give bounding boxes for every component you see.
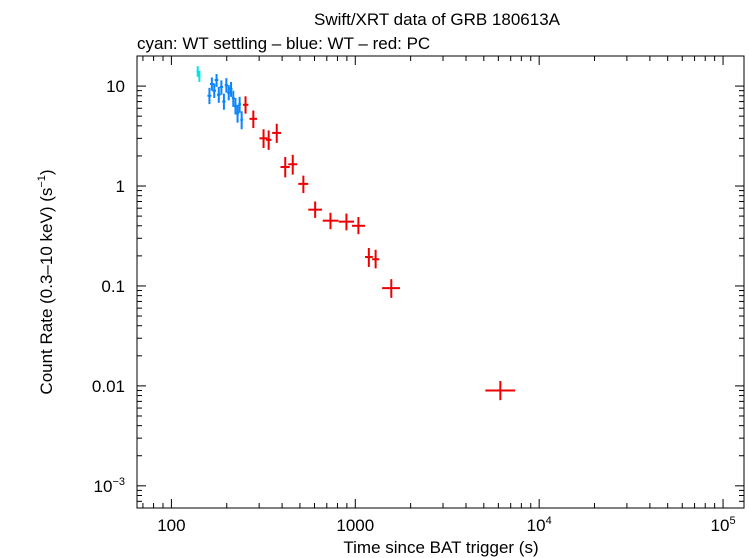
y-tick-label: 10−3 xyxy=(94,476,125,496)
data-point-pc xyxy=(485,380,516,401)
data-point-wt xyxy=(224,78,228,93)
data-point-pc xyxy=(308,201,323,218)
data-point-wt xyxy=(240,111,243,130)
y-tick-label-exp: −3 xyxy=(112,476,125,488)
data-point-pc xyxy=(372,249,380,269)
data-point-wt xyxy=(214,74,219,87)
data-point-pc xyxy=(242,96,249,114)
data-point-wt xyxy=(212,83,217,98)
y-tick-label-base: 10 xyxy=(94,477,113,496)
data-point-pc xyxy=(280,157,290,178)
y-tick-label: 0.01 xyxy=(92,377,125,396)
x-tick-label-base: 1000 xyxy=(336,516,374,535)
data-point-wt xyxy=(207,87,212,105)
y-axis-label: Count Rate (0.3–10 keV) (s−1) xyxy=(36,169,56,394)
data-point-pc xyxy=(298,175,309,194)
y-axis-label-main: Count Rate (0.3–10 keV) (s xyxy=(37,188,56,395)
x-tick-label: 104 xyxy=(527,515,552,535)
y-axis-label-end: ) xyxy=(37,169,56,175)
data-point-wt xyxy=(236,104,239,123)
data-point-wt xyxy=(234,97,237,115)
chart-title: Swift/XRT data of GRB 180613A xyxy=(314,10,561,29)
y-tick-label: 0.1 xyxy=(101,277,125,296)
data-point-pc xyxy=(382,279,400,298)
x-tick-label: 1000 xyxy=(336,516,374,535)
data-point-pc xyxy=(365,247,373,267)
chart-subtitle: cyan: WT settling – blue: WT – red: PC xyxy=(137,34,430,53)
data-point-wt xyxy=(216,86,221,103)
data-point-pc xyxy=(288,154,298,175)
data-point-wt xyxy=(238,96,241,113)
data-point-pc xyxy=(259,129,268,149)
data-point-pc xyxy=(266,130,272,150)
y-tick-label: 10 xyxy=(106,77,125,96)
data-point-wt xyxy=(231,90,235,107)
y-tick-label-base: 10 xyxy=(106,77,125,96)
data-point-wt xyxy=(222,93,226,110)
data-point-wt xyxy=(227,85,231,101)
y-axis-label-sup: −1 xyxy=(36,175,48,188)
data-point-wt xyxy=(209,77,214,91)
x-tick-label-exp: 5 xyxy=(729,515,735,527)
data-point-pc xyxy=(249,110,257,129)
data-point-wt xyxy=(219,80,224,95)
series-wt xyxy=(207,74,243,130)
x-tick-label-base: 10 xyxy=(711,516,730,535)
x-tick-label: 105 xyxy=(711,515,736,535)
plot-frame xyxy=(136,55,745,509)
data-point-pc xyxy=(322,212,339,230)
series-wt-settling xyxy=(196,66,201,82)
data-point-pc xyxy=(352,216,366,235)
data-point-wt-settling xyxy=(198,70,201,82)
data-point-pc xyxy=(272,123,282,143)
y-tick-label: 1 xyxy=(116,177,125,196)
y-tick-label-base: 0.1 xyxy=(101,277,125,296)
x-axis-label: Time since BAT trigger (s) xyxy=(343,538,538,557)
x-tick-label-exp: 4 xyxy=(546,515,552,527)
x-tick-label-base: 100 xyxy=(157,516,185,535)
data-points xyxy=(196,66,516,401)
x-tick-label: 100 xyxy=(157,516,185,535)
y-tick-label-base: 0.01 xyxy=(92,377,125,396)
x-tick-label-base: 10 xyxy=(527,516,546,535)
y-tick-label-base: 1 xyxy=(116,177,125,196)
data-point-wt xyxy=(229,81,233,97)
data-point-pc xyxy=(338,213,355,231)
series-pc xyxy=(242,96,516,401)
